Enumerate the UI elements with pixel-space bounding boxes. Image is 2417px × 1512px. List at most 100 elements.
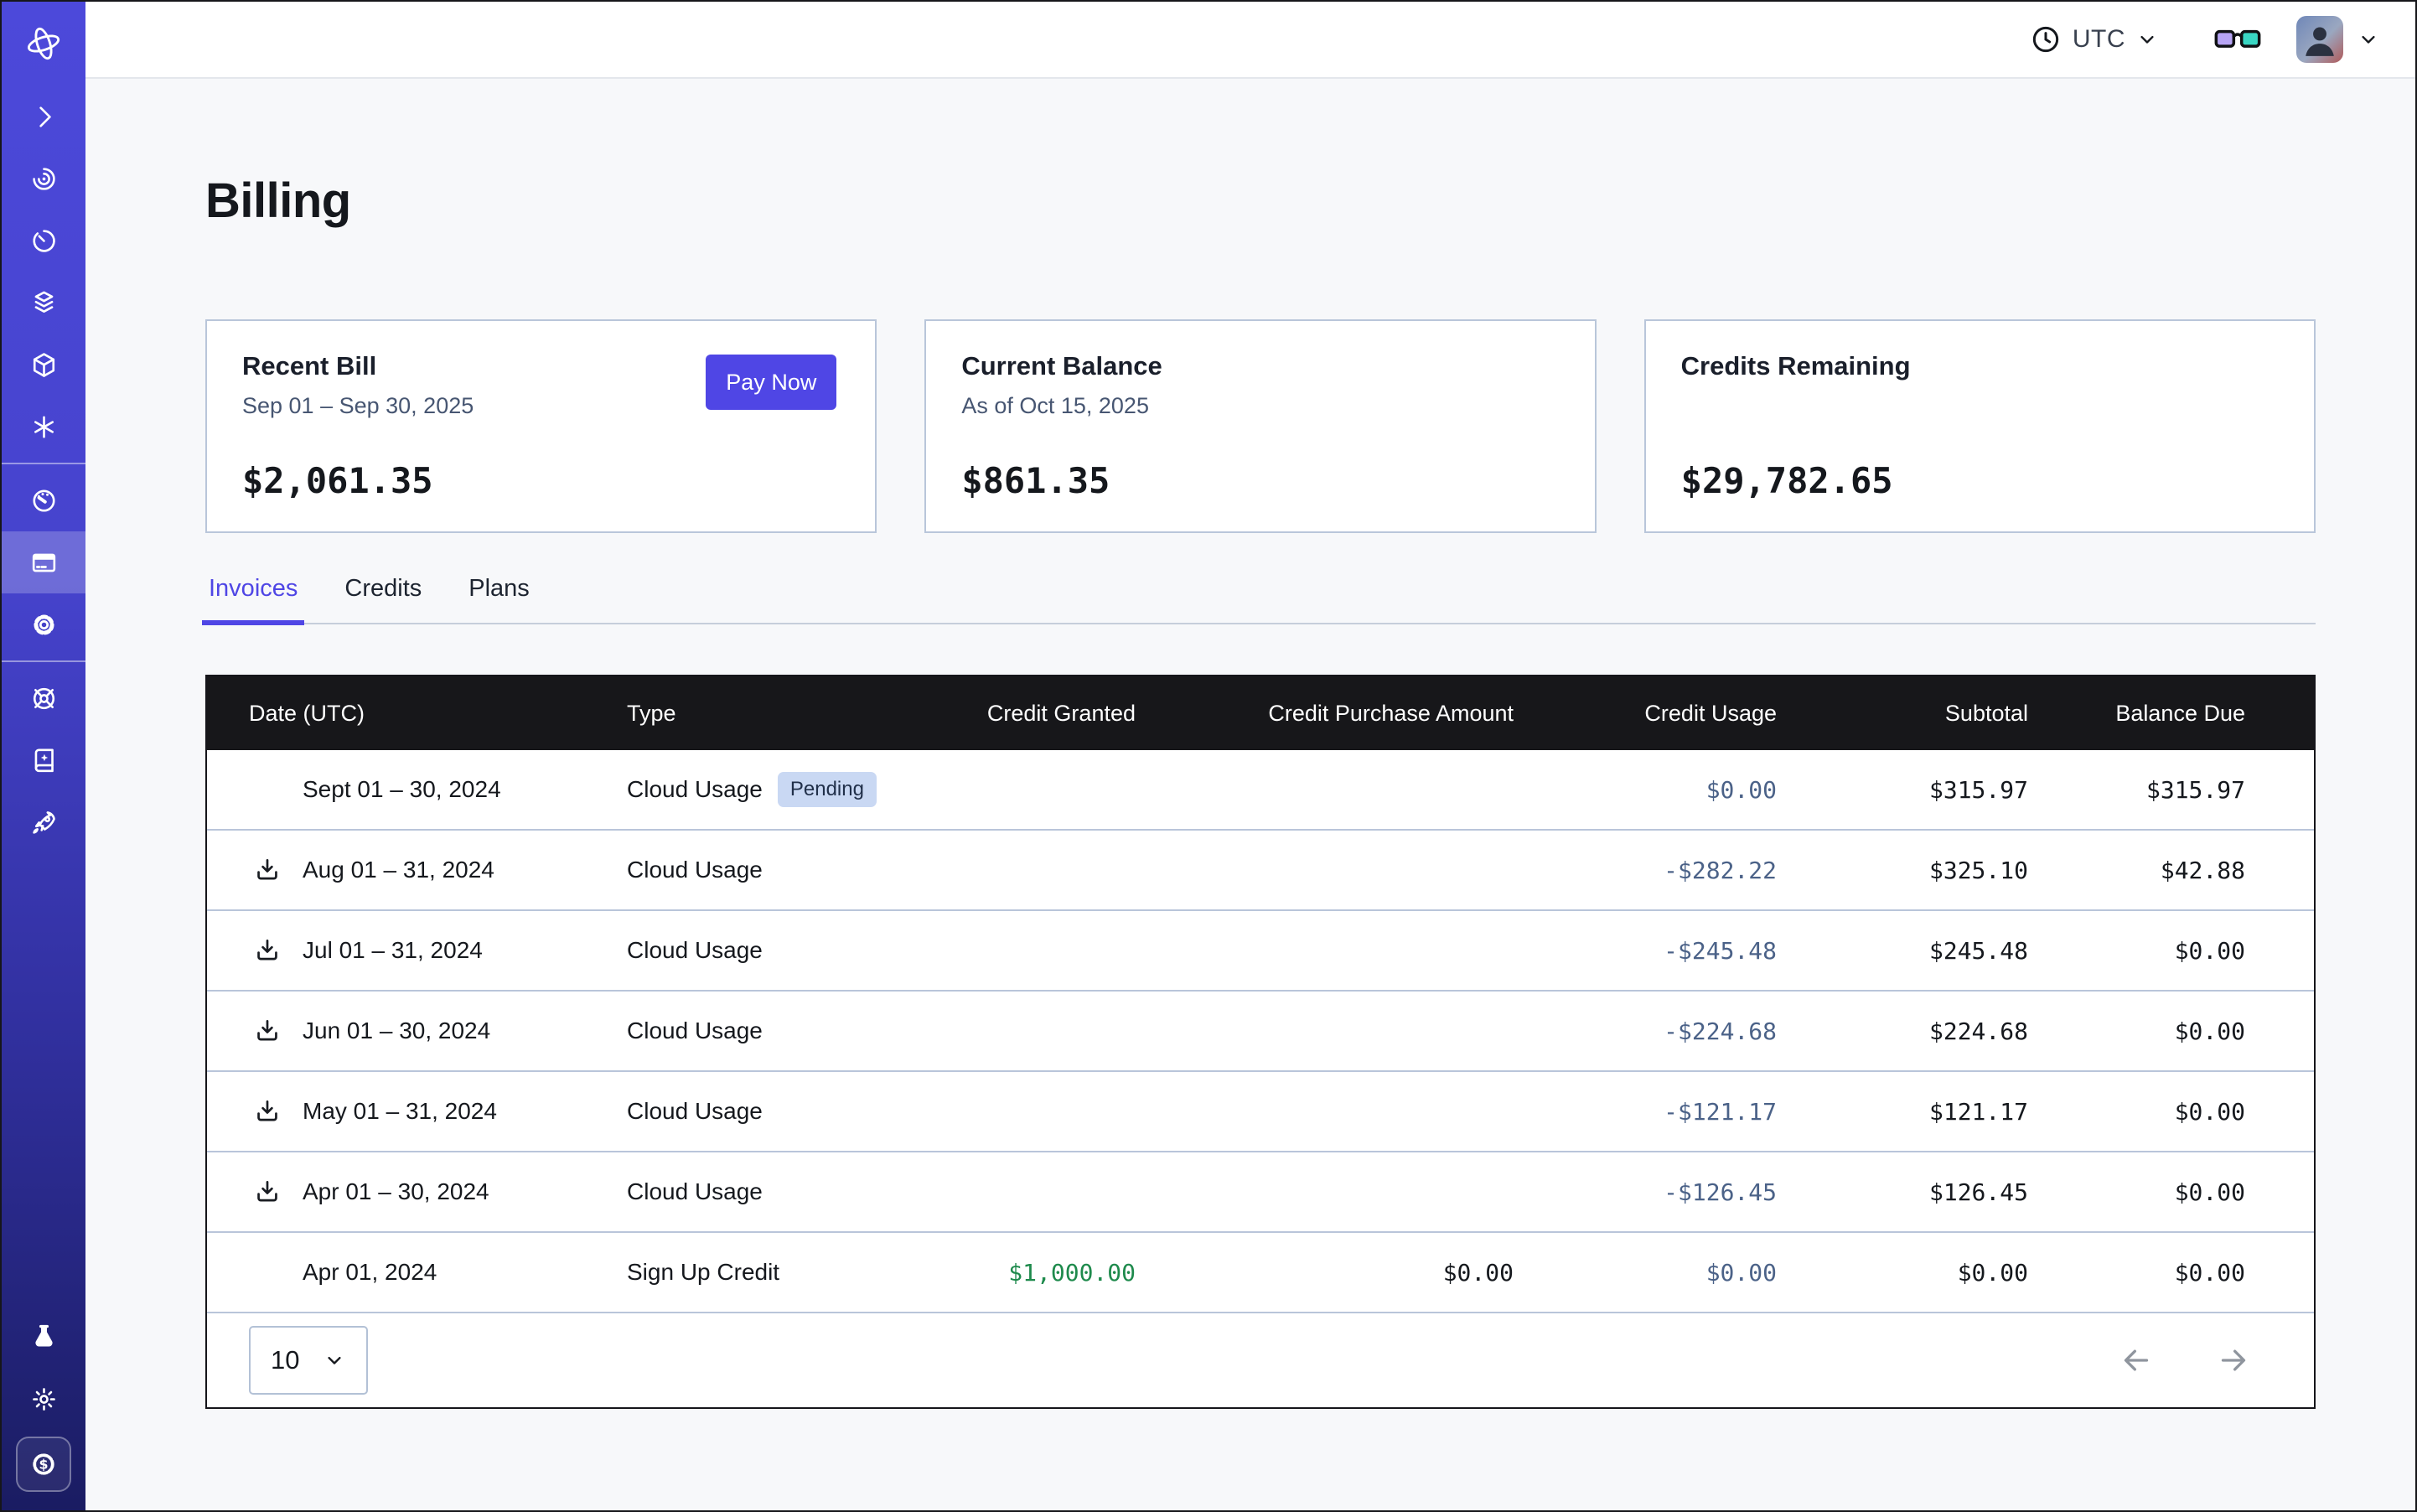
invoice-type: Sign Up Credit bbox=[627, 1259, 780, 1285]
sidebar-divider bbox=[2, 660, 85, 662]
tab-plans[interactable]: Plans bbox=[468, 575, 530, 602]
credit-usage-value: -$224.68 bbox=[1664, 1017, 1777, 1045]
sidebar-divider bbox=[2, 463, 85, 464]
download-invoice-button[interactable] bbox=[249, 932, 286, 969]
summary-cards: Recent Bill Sep 01 – Sep 30, 2025 $2,061… bbox=[205, 319, 2316, 533]
recent-bill-amount: $2,061.35 bbox=[242, 460, 433, 501]
subtotal-value: $121.17 bbox=[1928, 1097, 2028, 1126]
subtotal-value: $224.68 bbox=[1928, 1017, 2028, 1045]
column-header-subtotal: Subtotal bbox=[1944, 700, 2028, 726]
docs-book-sparkle-icon[interactable] bbox=[2, 729, 85, 791]
download-invoice-button[interactable] bbox=[249, 1093, 286, 1130]
page-size-select[interactable]: 10 bbox=[249, 1326, 368, 1395]
subtotal-value: $245.48 bbox=[1928, 936, 2028, 965]
arrow-left-icon bbox=[2124, 1349, 2149, 1371]
table-row: Jun 01 – 30, 2024 Cloud Usage -$224.68 $… bbox=[207, 992, 2314, 1072]
column-header-date: Date (UTC) bbox=[249, 700, 365, 726]
prev-page-button[interactable] bbox=[2118, 1342, 2155, 1379]
tab-invoices[interactable]: Invoices bbox=[201, 575, 305, 625]
table-row: Apr 01, 2024 Sign Up Credit $1,000.00 $0… bbox=[207, 1233, 2314, 1313]
invoice-date: Jun 01 – 30, 2024 bbox=[303, 1017, 491, 1043]
column-header-balance-due: Balance Due bbox=[2115, 700, 2245, 726]
download-invoice-button[interactable] bbox=[249, 1173, 286, 1210]
column-header-credit-granted: Credit Granted bbox=[986, 700, 1136, 726]
theme-sun-icon[interactable] bbox=[2, 1368, 85, 1430]
billing-tabs: Invoices Credits Plans bbox=[201, 575, 2316, 625]
balance-due-value: $0.00 bbox=[2174, 936, 2245, 965]
timezone-selector[interactable]: UTC bbox=[2029, 23, 2159, 56]
support-wheel-icon[interactable] bbox=[2, 667, 85, 729]
download-invoice-button[interactable] bbox=[249, 1012, 286, 1049]
cube-icon[interactable] bbox=[2, 334, 85, 396]
subtotal-value: $325.10 bbox=[1928, 856, 2028, 884]
pagination-bar: 10 bbox=[207, 1313, 2314, 1407]
billing-period: Sep 01 – Sep 30, 2025 bbox=[242, 393, 474, 418]
current-balance-amount: $861.35 bbox=[961, 460, 1110, 501]
rewards-dollar-button[interactable]: $ bbox=[16, 1437, 71, 1492]
arrow-right-icon bbox=[2221, 1349, 2246, 1371]
next-page-button[interactable] bbox=[2215, 1342, 2252, 1379]
page-title: Billing bbox=[205, 173, 351, 228]
asterisk-icon[interactable] bbox=[2, 396, 85, 458]
invoice-rows: Sept 01 – 30, 2024 Cloud Usage Pending $… bbox=[207, 750, 2314, 1313]
invoice-type: Cloud Usage bbox=[627, 937, 763, 963]
credit-usage-value: -$245.48 bbox=[1664, 936, 1777, 965]
pay-now-button[interactable]: Pay Now bbox=[706, 355, 837, 410]
app-logo-icon[interactable] bbox=[2, 2, 85, 85]
pager-arrows bbox=[2118, 1342, 2252, 1379]
column-header-credit-usage: Credit Usage bbox=[1644, 700, 1777, 726]
invoice-type: Cloud Usage bbox=[627, 1098, 763, 1124]
settings-gear-icon[interactable] bbox=[2, 593, 85, 655]
download-icon bbox=[257, 858, 277, 880]
card-title: Current Balance bbox=[961, 351, 1162, 381]
layers-stack-icon[interactable] bbox=[2, 272, 85, 334]
balance-due-value: $0.00 bbox=[2174, 1017, 2245, 1045]
invoice-date: May 01 – 31, 2024 bbox=[303, 1098, 497, 1124]
invoice-date: Sept 01 – 30, 2024 bbox=[303, 776, 501, 802]
history-timer-icon[interactable] bbox=[2, 210, 85, 272]
table-row: May 01 – 31, 2024 Cloud Usage -$121.17 $… bbox=[207, 1072, 2314, 1152]
user-avatar bbox=[2296, 16, 2343, 63]
credit-purchase-value: $0.00 bbox=[1442, 1258, 1514, 1287]
card-title: Recent Bill bbox=[242, 351, 377, 381]
rocket-icon[interactable] bbox=[2, 791, 85, 853]
credits-remaining-amount: $29,782.65 bbox=[1680, 460, 1893, 501]
table-row: Apr 01 – 30, 2024 Cloud Usage -$126.45 $… bbox=[207, 1152, 2314, 1233]
table-row: Sept 01 – 30, 2024 Cloud Usage Pending $… bbox=[207, 750, 2314, 831]
topbar: UTC bbox=[85, 2, 2415, 79]
subtotal-value: $0.00 bbox=[1957, 1258, 2028, 1287]
sidebar-spacer bbox=[2, 853, 85, 1306]
collapse-chevron-right-icon[interactable] bbox=[2, 85, 85, 148]
credit-usage-value: $0.00 bbox=[1705, 1258, 1777, 1287]
column-header-credit-purchase-amount: Credit Purchase Amount bbox=[1268, 700, 1514, 726]
user-menu[interactable] bbox=[2296, 16, 2380, 63]
invoice-date: Aug 01 – 31, 2024 bbox=[303, 857, 494, 883]
table-row: Aug 01 – 31, 2024 Cloud Usage -$282.22 $… bbox=[207, 831, 2314, 911]
current-balance-card: Current Balance As of Oct 15, 2025 $861.… bbox=[924, 319, 1597, 533]
sidebar: $ bbox=[2, 2, 85, 1510]
download-icon bbox=[257, 1019, 277, 1041]
invoice-date: Jul 01 – 31, 2024 bbox=[303, 937, 483, 963]
invoice-date: Apr 01 – 30, 2024 bbox=[303, 1178, 489, 1204]
invoices-table: Date (UTC) Type Credit Granted Credit Pu… bbox=[205, 675, 2316, 1409]
labs-flask-icon[interactable] bbox=[2, 1306, 85, 1368]
credit-granted-value: $1,000.00 bbox=[1008, 1258, 1136, 1287]
tab-credits[interactable]: Credits bbox=[344, 575, 422, 602]
invoice-type: Cloud Usage bbox=[627, 776, 763, 802]
invoice-type: Cloud Usage bbox=[627, 1017, 763, 1043]
card-title: Credits Remaining bbox=[1680, 351, 1911, 381]
observe-spiral-icon[interactable] bbox=[2, 148, 85, 210]
invoice-type: Cloud Usage bbox=[627, 857, 763, 883]
download-icon bbox=[257, 939, 277, 961]
sidebar-item-billing[interactable] bbox=[2, 531, 85, 593]
glasses-icon[interactable] bbox=[2214, 24, 2261, 54]
status-badge: Pending bbox=[777, 772, 877, 807]
balance-due-value: $0.00 bbox=[2174, 1178, 2245, 1206]
subtotal-value: $315.97 bbox=[1928, 775, 2028, 804]
subtotal-value: $126.45 bbox=[1928, 1178, 2028, 1206]
page-size-value: 10 bbox=[271, 1345, 300, 1375]
download-invoice-button[interactable] bbox=[249, 852, 286, 888]
credit-usage-value: -$126.45 bbox=[1664, 1178, 1777, 1206]
main-content: Billing Recent Bill Sep 01 – Sep 30, 202… bbox=[85, 79, 2415, 1510]
usage-gauge-icon[interactable] bbox=[2, 469, 85, 531]
